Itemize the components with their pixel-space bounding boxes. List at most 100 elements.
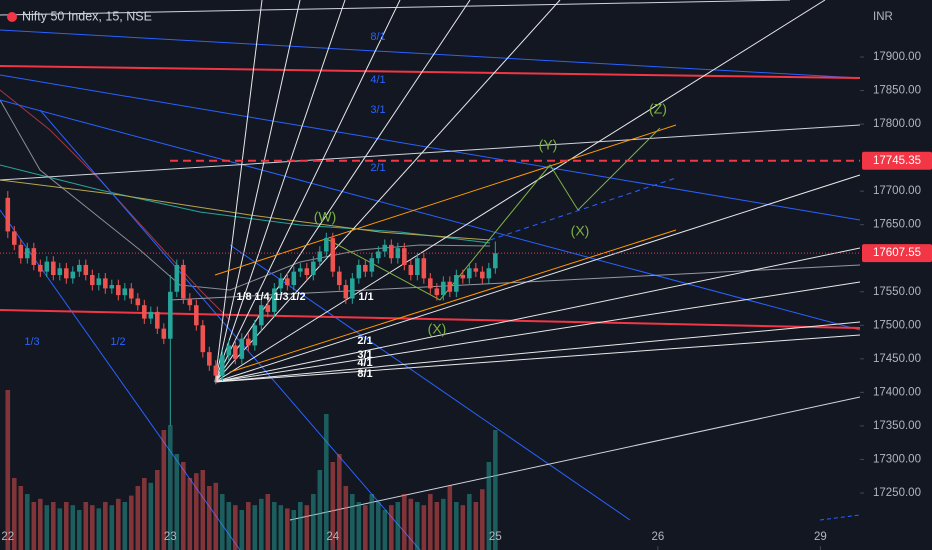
candle-body	[369, 258, 375, 272]
volume-bar	[194, 473, 199, 550]
fan-label: 3/1	[370, 104, 385, 116]
candle-body	[363, 264, 368, 272]
volume-bar	[213, 482, 219, 550]
volume-layer	[5, 390, 498, 550]
trend-line	[0, 74, 861, 221]
y-tick-label: 17300.00	[873, 453, 921, 465]
gann-fan	[214, 0, 861, 383]
candle-body	[311, 261, 316, 275]
candle-body	[350, 278, 355, 299]
volume-bar	[31, 502, 37, 550]
y-tick-label: 17900.00	[873, 51, 921, 63]
x-tick-label: 23	[164, 531, 177, 543]
volume-bar	[252, 505, 258, 550]
volume-bar	[5, 390, 11, 550]
volume-bar	[220, 494, 225, 550]
moving-average	[0, 164, 491, 244]
volume-bar	[83, 502, 89, 550]
volume-bar	[389, 505, 394, 550]
candle-body	[57, 268, 63, 275]
volume-bar	[337, 454, 342, 550]
volume-bar	[70, 505, 76, 550]
volume-bar	[402, 494, 407, 550]
volume-bar	[207, 486, 212, 550]
candle-body	[129, 288, 134, 299]
volume-bar	[168, 425, 173, 550]
volume-bar	[77, 510, 82, 550]
y-tick-label: 17350.00	[873, 420, 921, 432]
volume-bar	[200, 470, 206, 550]
moving-average	[0, 179, 491, 241]
fan-label: 1/3	[24, 336, 39, 348]
candle-body	[395, 248, 401, 259]
volume-bar	[148, 482, 154, 550]
candle-body	[239, 338, 245, 359]
x-tick-label: 26	[651, 531, 664, 543]
candle-body	[70, 271, 76, 279]
status-dot	[7, 12, 17, 22]
candle-body	[291, 271, 297, 286]
candle-body	[148, 311, 154, 319]
fan-label: 8/1	[370, 31, 385, 43]
channel-line	[229, 229, 677, 373]
volume-bar	[135, 486, 141, 550]
fan-label: 4/1	[357, 357, 372, 369]
wave-label: (X)	[571, 223, 590, 239]
volume-bar	[330, 462, 336, 550]
candle-body	[187, 298, 193, 306]
y-tick-label: 17550.00	[873, 286, 921, 298]
candle-body	[389, 244, 394, 259]
candle-body	[90, 275, 95, 286]
volume-bar	[473, 502, 479, 550]
price-label: 17607.55	[873, 247, 921, 259]
volume-bar	[233, 505, 238, 550]
volume-bar	[174, 454, 180, 550]
candle-body	[122, 288, 128, 296]
candle-body	[103, 278, 108, 289]
candle-body	[226, 345, 232, 356]
candle-body	[330, 238, 336, 272]
volume-bar	[369, 494, 375, 550]
volume-bar	[90, 505, 95, 550]
volume-bar	[265, 494, 271, 550]
y-tick-label: 17800.00	[873, 118, 921, 130]
volume-bar	[12, 478, 17, 550]
candle-body	[246, 338, 251, 346]
resistance-line	[0, 65, 861, 79]
volume-bar	[51, 502, 56, 550]
volume-bar	[493, 430, 498, 550]
candle-body	[278, 278, 284, 289]
volume-bar	[428, 494, 433, 550]
fan-label: 1/2	[290, 291, 305, 303]
projection-line	[489, 177, 677, 241]
fan-label: 8/1	[357, 368, 372, 380]
candle-body	[142, 305, 147, 319]
fan-label: 2/1	[357, 335, 372, 347]
volume-bar	[447, 486, 453, 550]
trend-line	[0, 0, 791, 16]
candle-body	[356, 264, 362, 279]
y-tick-label: 17850.00	[873, 85, 921, 97]
volume-bar	[350, 494, 355, 550]
chart-title: Nifty 50 Index, 15, NSE	[22, 9, 152, 23]
y-tick-label: 17500.00	[873, 319, 921, 331]
candle-body	[343, 285, 349, 299]
volume-bar	[304, 505, 310, 550]
volume-bar	[298, 502, 303, 550]
volume-bar	[480, 489, 485, 550]
volume-bar	[103, 502, 108, 550]
channel-line	[214, 124, 677, 276]
volume-bar	[395, 502, 401, 550]
volume-bar	[246, 502, 251, 550]
volume-bar	[272, 502, 277, 550]
candle-body	[480, 271, 485, 279]
fan-label: 2/1	[370, 162, 385, 174]
candle-body	[31, 248, 37, 265]
candle-body	[441, 281, 446, 296]
candle-body	[402, 248, 407, 265]
volume-bar	[454, 502, 459, 550]
price-axis	[860, 0, 932, 550]
volume-bar	[259, 498, 264, 550]
